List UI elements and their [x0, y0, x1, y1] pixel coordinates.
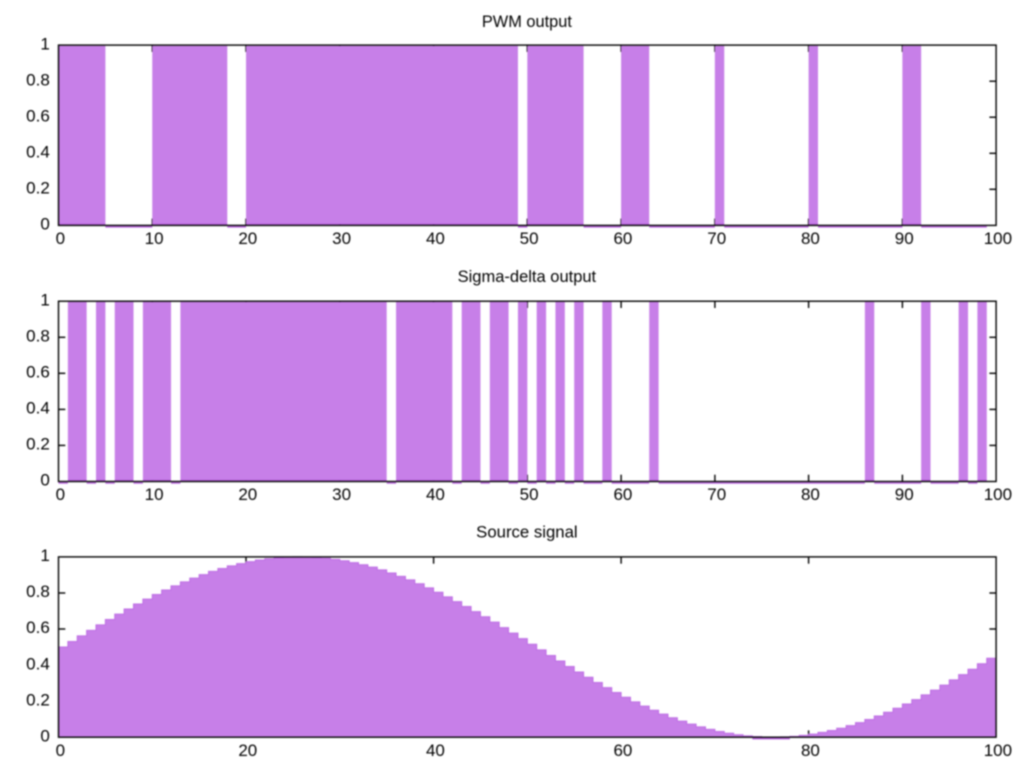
svg-text:50: 50: [520, 485, 539, 504]
svg-text:40: 40: [426, 485, 445, 504]
svg-text:0.4: 0.4: [26, 143, 50, 162]
svg-text:60: 60: [613, 229, 632, 248]
svg-text:20: 20: [238, 229, 257, 248]
svg-text:0: 0: [56, 741, 65, 760]
svg-text:40: 40: [426, 741, 445, 760]
svg-text:10: 10: [145, 229, 164, 248]
svg-text:0.6: 0.6: [26, 106, 50, 125]
svg-text:0.2: 0.2: [26, 690, 50, 709]
svg-text:0: 0: [40, 215, 49, 234]
svg-text:0: 0: [40, 471, 49, 490]
svg-text:0.8: 0.8: [26, 70, 50, 89]
svg-text:20: 20: [238, 485, 257, 504]
svg-text:0.6: 0.6: [26, 363, 50, 382]
svg-text:0.2: 0.2: [26, 179, 50, 198]
svg-text:50: 50: [520, 229, 539, 248]
svg-text:10: 10: [145, 485, 164, 504]
svg-text:30: 30: [332, 485, 351, 504]
svg-text:90: 90: [895, 229, 914, 248]
svg-text:Source signal: Source signal: [476, 523, 578, 542]
svg-text:70: 70: [707, 485, 726, 504]
svg-text:PWM output: PWM output: [482, 12, 572, 31]
svg-text:1: 1: [40, 34, 49, 53]
svg-text:1: 1: [40, 546, 49, 565]
svg-text:0.2: 0.2: [26, 435, 50, 454]
svg-text:0.4: 0.4: [26, 399, 50, 418]
svg-text:0.6: 0.6: [26, 618, 50, 637]
svg-text:80: 80: [801, 485, 820, 504]
svg-text:30: 30: [332, 229, 351, 248]
svg-text:Sigma-delta output: Sigma-delta output: [458, 267, 597, 286]
svg-text:0: 0: [56, 485, 65, 504]
svg-text:100: 100: [984, 741, 1012, 760]
svg-text:0.4: 0.4: [26, 654, 50, 673]
svg-text:90: 90: [895, 485, 914, 504]
svg-text:1: 1: [40, 290, 49, 309]
svg-text:70: 70: [707, 229, 726, 248]
svg-text:20: 20: [238, 741, 257, 760]
svg-text:0.8: 0.8: [26, 582, 50, 601]
svg-text:100: 100: [984, 229, 1012, 248]
svg-text:80: 80: [801, 229, 820, 248]
svg-text:100: 100: [984, 485, 1012, 504]
svg-text:40: 40: [426, 229, 445, 248]
svg-text:0: 0: [40, 726, 49, 745]
svg-text:0: 0: [56, 229, 65, 248]
svg-text:80: 80: [801, 741, 820, 760]
svg-text:0.8: 0.8: [26, 327, 50, 346]
svg-text:60: 60: [613, 741, 632, 760]
svg-text:60: 60: [613, 485, 632, 504]
